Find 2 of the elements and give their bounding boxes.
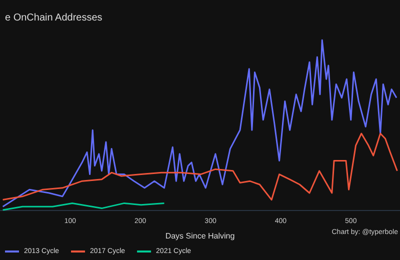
x-axis-title: Days Since Halving [165, 232, 235, 240]
chart-title: e OnChain Addresses [5, 12, 102, 24]
